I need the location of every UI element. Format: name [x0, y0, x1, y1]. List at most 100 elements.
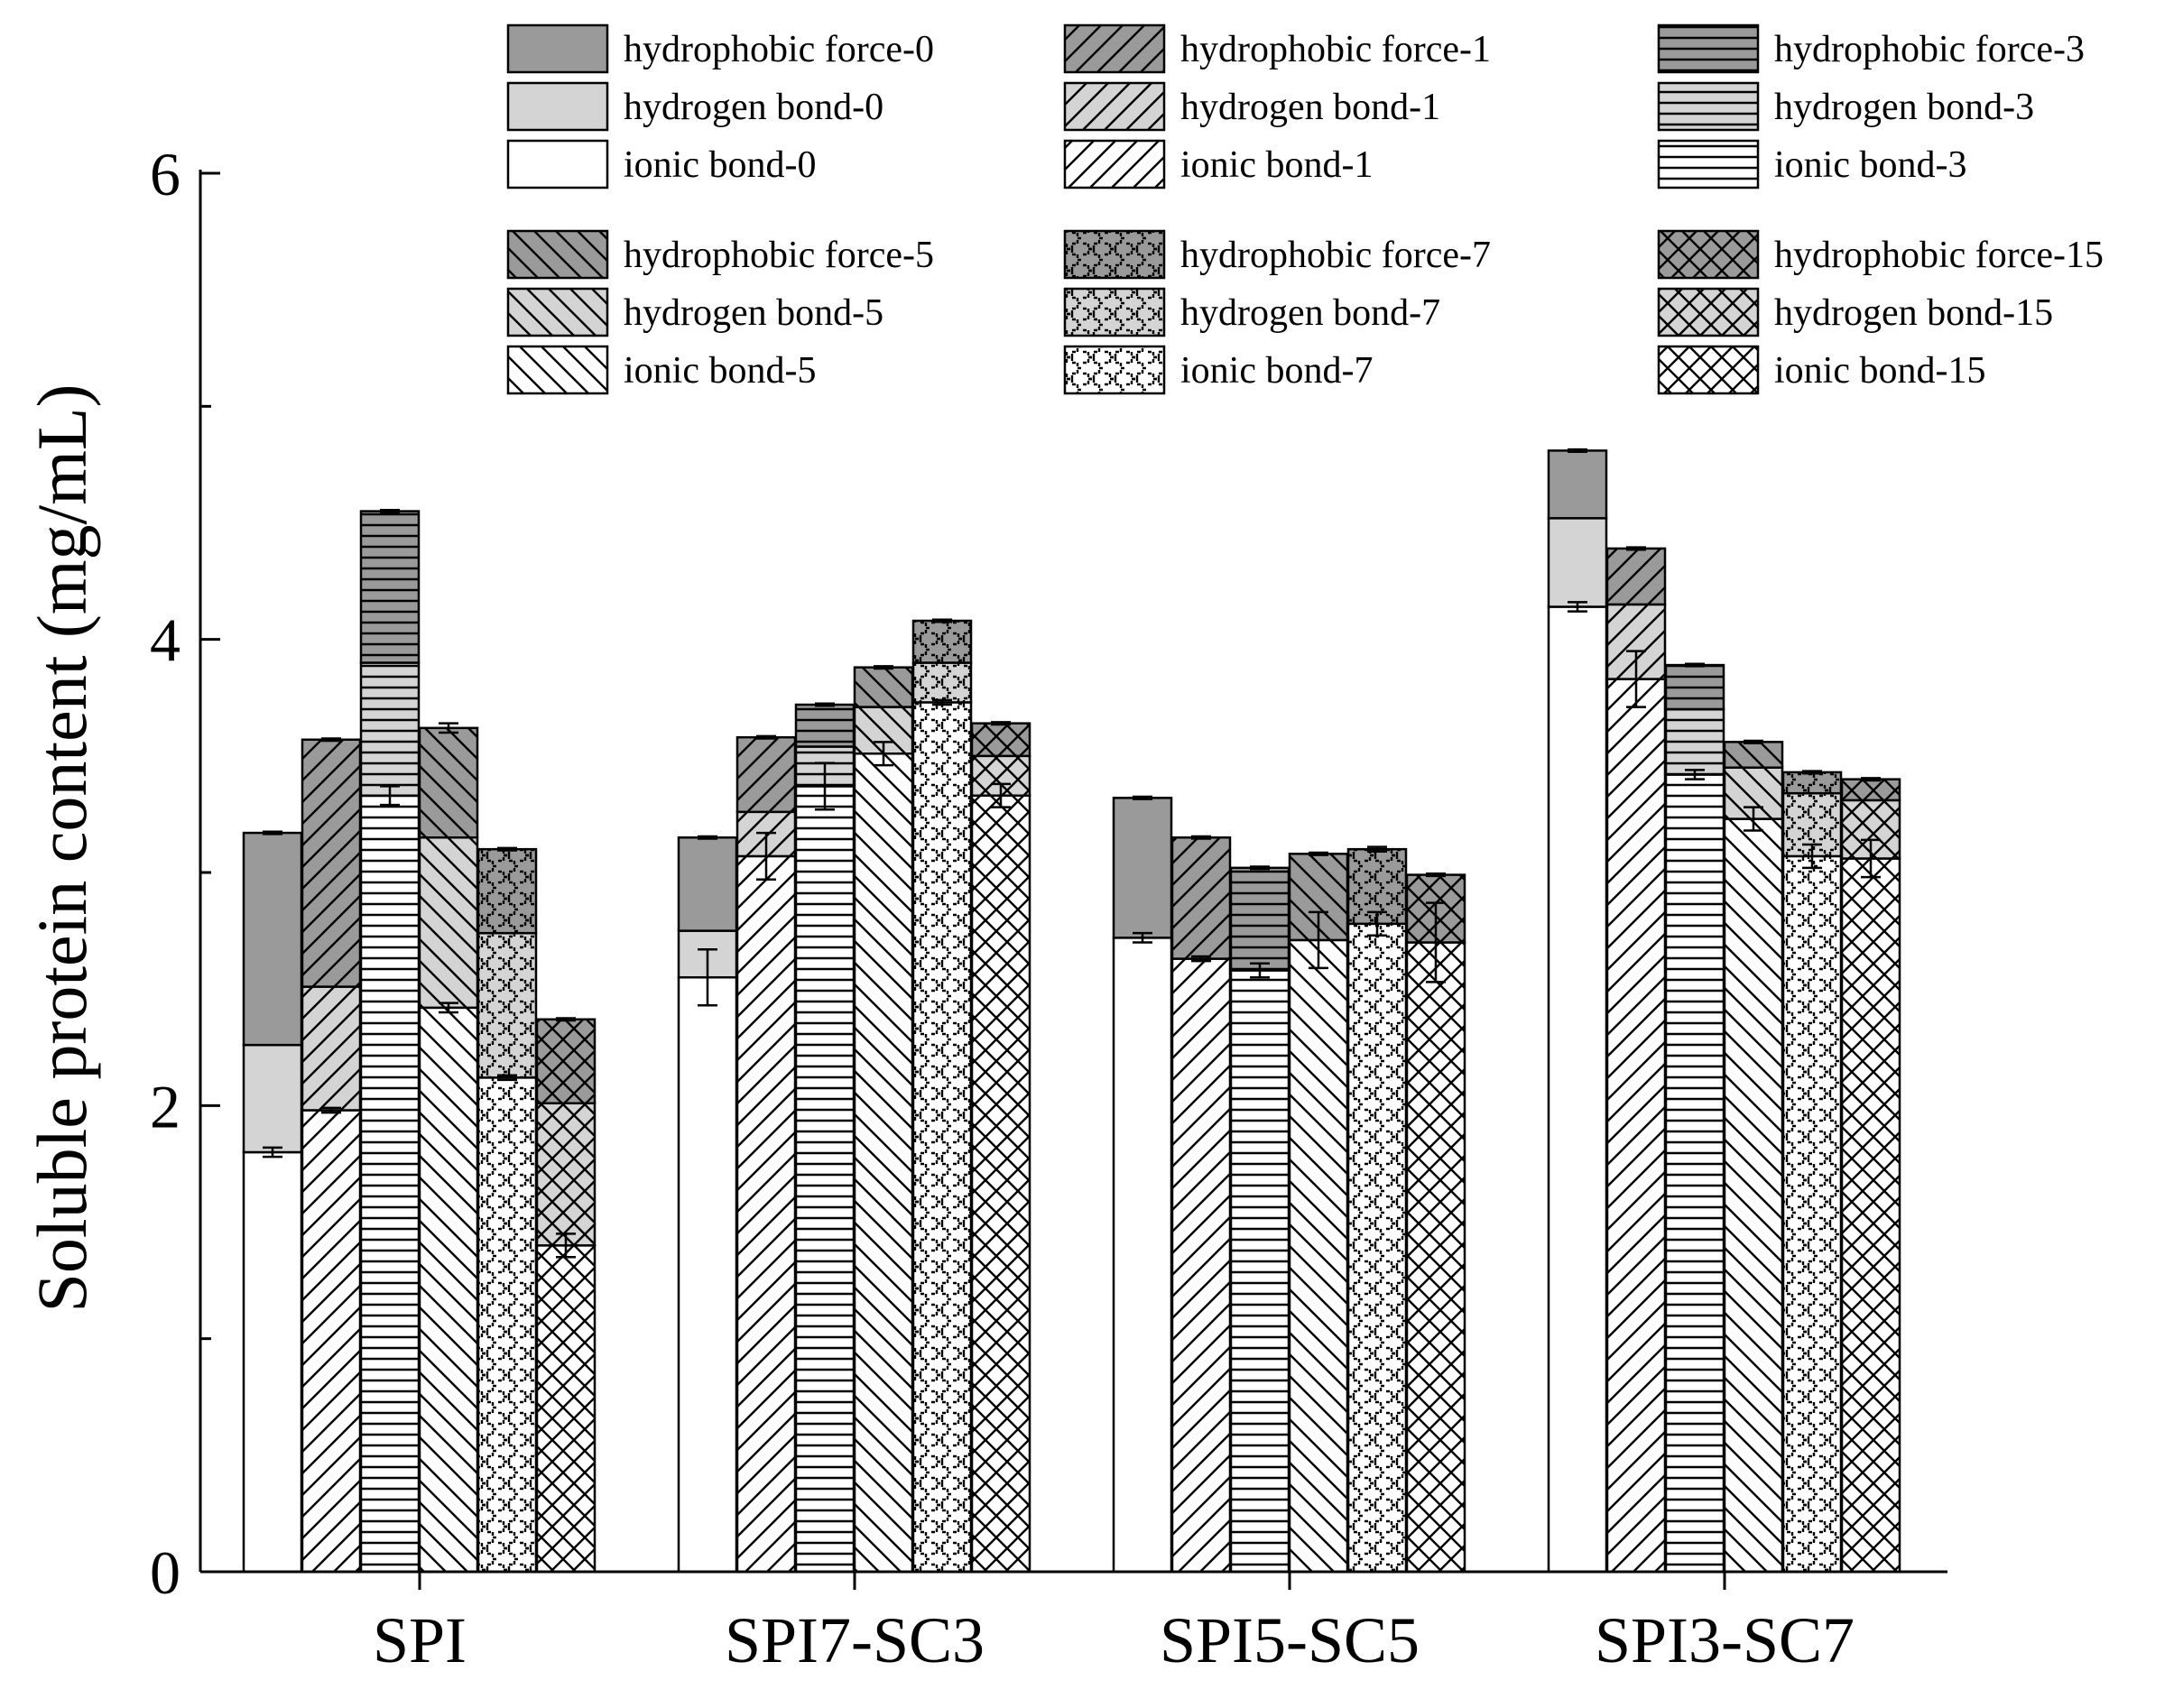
error-bar-total-7-SPI5-SC5	[1367, 845, 1387, 853]
bar-ionic-3-SPI	[359, 794, 421, 1574]
bar-hydrophobic-3-SPI5-SC5	[1229, 866, 1290, 972]
error-bar-total-0-SPI5-SC5	[1133, 795, 1152, 800]
bar-hydrophobic-7-SPI7-SC3	[911, 619, 973, 664]
bar-hydrophobic-0-SPI5-SC5	[1112, 797, 1173, 939]
legend-swatch	[1657, 139, 1760, 189]
bar-ionic-5-SPI7-SC3	[853, 752, 914, 1574]
error-bar-ionic-5-SPI3-SC7	[1744, 806, 1763, 832]
axes-layer: 0 2 4 6 SPI SPI7-SC3 SPI5-SC5 SPI3-SC7	[150, 140, 1947, 1676]
error-bar-ionic-3-SPI3-SC7	[1685, 769, 1705, 780]
legend-swatch	[1063, 23, 1166, 74]
bar-hydrophobic-1-SPI	[301, 738, 362, 988]
bar-hydrogen-15-SPI	[535, 1102, 597, 1247]
error-bar-total-7-SPI3-SC7	[1802, 770, 1822, 775]
legend-swatch	[1063, 287, 1166, 337]
bar-hydrophobic-0-SPI	[242, 831, 303, 1047]
legend: hydrophobic force-0 hydrogen bond-0 ionic …	[506, 23, 2104, 395]
legend-swatch	[1657, 81, 1760, 132]
bar-ionic-3-SPI3-SC7	[1664, 773, 1725, 1574]
bar-hydrogen-0-SPI	[242, 1043, 303, 1154]
error-bar-ionic-15-SPI5-SC5	[1426, 901, 1446, 983]
error-bar-ionic-15-SPI	[556, 1233, 576, 1259]
bar-hydrophobic-3-SPI7-SC3	[794, 703, 856, 748]
bar-ionic-0-SPI3-SC7	[1547, 605, 1608, 1574]
error-bar-total-3-SPI5-SC5	[1250, 865, 1270, 871]
error-bar-ionic-0-SPI3-SC7	[1568, 601, 1587, 613]
bar-ionic-3-SPI7-SC3	[794, 785, 856, 1574]
legend-label: ionic bond-5	[624, 350, 816, 392]
error-bar-ionic-1-SPI7-SC3	[756, 831, 776, 881]
y-tick-label: 2	[150, 1072, 180, 1140]
error-bar-total-7-SPI	[497, 846, 517, 852]
error-bar-total-15-SPI5-SC5	[1426, 872, 1446, 878]
bar-hydrophobic-3-SPI3-SC7	[1664, 663, 1725, 711]
legend-label: hydrophobic force-3	[1774, 29, 2085, 70]
bar-hydrophobic-5-SPI3-SC7	[1723, 741, 1784, 769]
error-bar-total-5-SPI7-SC3	[874, 665, 893, 670]
error-bar-ionic-7-SPI7-SC3	[932, 698, 952, 706]
legend-swatch	[1063, 229, 1166, 280]
legend-swatch	[506, 23, 609, 74]
bar-ionic-1-SPI7-SC3	[735, 854, 797, 1574]
bar-ionic-0-SPI5-SC5	[1112, 937, 1173, 1574]
error-bar-total-0-SPI3-SC7	[1568, 448, 1587, 453]
error-bar-ionic-15-SPI7-SC3	[991, 782, 1011, 808]
error-bar-ionic-0-SPI7-SC3	[698, 948, 717, 1007]
bar-hydrogen-0-SPI3-SC7	[1547, 517, 1608, 608]
legend-label: ionic bond-15	[1774, 350, 1985, 392]
bar-hydrophobic-1-SPI7-SC3	[735, 735, 797, 814]
bar-ionic-3-SPI5-SC5	[1229, 969, 1290, 1574]
bar-hydrophobic-0-SPI3-SC7	[1547, 449, 1608, 520]
y-tick-label: 6	[150, 140, 180, 208]
legend-label: ionic bond-0	[624, 144, 816, 186]
bar-ionic-5-SPI	[418, 1006, 479, 1574]
error-bar-ionic-3-SPI5-SC5	[1250, 962, 1270, 979]
legend-label: hydrogen bond-7	[1180, 292, 1440, 334]
error-bar-total-15-SPI7-SC3	[991, 721, 1011, 726]
error-bar-ionic-7-SPI	[497, 1074, 517, 1082]
error-bar-total-0-SPI7-SC3	[698, 835, 717, 840]
legend-label: ionic bond-3	[1774, 144, 1966, 186]
legend-label: ionic bond-1	[1180, 144, 1373, 186]
bar-ionic-15-SPI5-SC5	[1405, 941, 1466, 1574]
error-bar-ionic-15-SPI3-SC7	[1861, 838, 1881, 879]
error-bar-ionic-1-SPI3-SC7	[1626, 650, 1646, 708]
y-tick-label: 0	[150, 1538, 180, 1607]
bar-hydrogen-1-SPI	[301, 985, 362, 1112]
y-tick-label: 4	[150, 606, 180, 675]
bar-hydrogen-3-SPI	[359, 661, 421, 797]
legend-swatch	[506, 287, 609, 337]
error-bar-total-5-SPI5-SC5	[1309, 851, 1328, 856]
bar-ionic-1-SPI3-SC7	[1605, 678, 1667, 1574]
legend-label: hydrogen bond-3	[1774, 87, 2034, 128]
legend-label: hydrogen bond-0	[624, 87, 883, 128]
bar-ionic-7-SPI	[476, 1076, 538, 1574]
bar-ionic-1-SPI	[301, 1109, 362, 1574]
bar-hydrogen-3-SPI3-SC7	[1664, 707, 1725, 776]
legend-swatch	[1657, 287, 1760, 337]
bar-hydrophobic-1-SPI5-SC5	[1170, 836, 1232, 960]
error-bar-ionic-0-SPI	[263, 1146, 282, 1159]
error-bar-total-3-SPI	[380, 509, 400, 514]
error-bar-total-15-SPI	[556, 1017, 576, 1022]
bar-ionic-15-SPI3-SC7	[1840, 857, 1901, 1574]
error-bar-total-1-SPI5-SC5	[1191, 835, 1211, 840]
error-bar-total-7-SPI7-SC3	[932, 618, 952, 623]
y-axis-title: Soluble protein content (mg/mL)	[23, 384, 101, 1313]
legend-swatch	[1063, 139, 1166, 189]
legend-swatch	[1063, 345, 1166, 395]
bar-hydrophobic-0-SPI7-SC3	[677, 836, 738, 932]
error-bar-ionic-5-SPI7-SC3	[874, 741, 893, 767]
bar-ionic-7-SPI7-SC3	[911, 701, 973, 1574]
bar-hydrophobic-15-SPI7-SC3	[970, 722, 1031, 758]
legend-swatch	[1657, 229, 1760, 280]
bar-ionic-7-SPI3-SC7	[1781, 854, 1843, 1574]
bar-ionic-0-SPI	[242, 1150, 303, 1574]
bar-ionic-15-SPI	[535, 1244, 597, 1574]
error-bar-total-5-SPI	[439, 722, 458, 734]
error-bar-total-3-SPI3-SC7	[1685, 662, 1705, 668]
legend-swatch	[1063, 81, 1166, 132]
legend-label: hydrogen bond-5	[624, 292, 883, 334]
legend-label: hydrophobic force-15	[1774, 235, 2104, 276]
error-bar-total-1-SPI3-SC7	[1626, 546, 1646, 551]
